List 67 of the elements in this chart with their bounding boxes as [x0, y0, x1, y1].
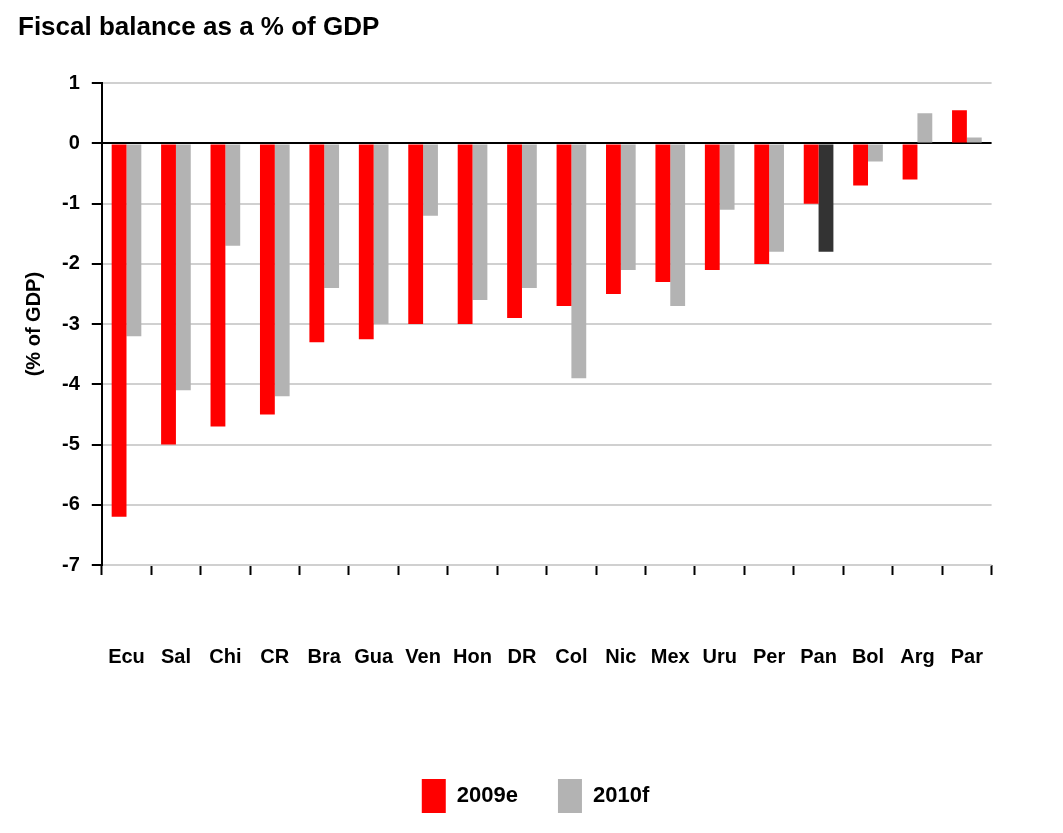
y-axis-title: (% of GDP) — [21, 271, 44, 377]
x-tick-label: DR — [507, 644, 537, 667]
x-tick-label: Arg — [900, 644, 935, 667]
y-tick-label: -7 — [61, 552, 80, 575]
bar — [126, 144, 142, 337]
bar — [373, 144, 389, 325]
bar — [358, 144, 374, 340]
x-tick-label: Chi — [209, 644, 242, 667]
y-tick-label: -1 — [61, 191, 80, 214]
y-tick-label: -3 — [61, 311, 80, 334]
x-tick-label: Sal — [160, 644, 191, 667]
legend-label: 2009e — [456, 782, 518, 808]
bar — [259, 144, 275, 415]
bar — [952, 110, 967, 143]
x-tick-label: Ven — [405, 644, 441, 667]
x-tick-label: Pan — [800, 644, 837, 667]
bar — [704, 144, 720, 270]
bar — [868, 144, 883, 162]
y-tick-label: -2 — [61, 251, 80, 274]
y-tick-label: -5 — [61, 432, 80, 455]
x-tick-label: Mex — [650, 644, 690, 667]
y-tick-label: -6 — [61, 492, 80, 515]
bar — [620, 144, 636, 270]
bar — [324, 144, 340, 288]
bar — [670, 144, 686, 307]
bar — [225, 144, 241, 246]
bar — [408, 144, 424, 325]
y-tick-label: 1 — [68, 70, 80, 93]
bar — [917, 113, 933, 143]
x-tick-label: Gua — [354, 644, 394, 667]
bar — [274, 144, 290, 397]
bar — [210, 144, 226, 427]
bar — [161, 144, 176, 445]
x-tick-label: CR — [260, 644, 290, 667]
y-tick-label: -4 — [61, 371, 81, 394]
bar — [556, 144, 572, 307]
bar — [818, 144, 834, 252]
x-tick-label: Bol — [851, 644, 885, 667]
x-tick-label: Hon — [453, 644, 492, 667]
bar — [902, 144, 918, 180]
x-tick-label: Ecu — [108, 644, 145, 667]
chart-title: Fiscal balance as a % of GDP — [18, 10, 380, 41]
bar — [175, 144, 191, 391]
x-tick-label: Nic — [605, 644, 637, 667]
bar — [853, 144, 869, 186]
bar — [803, 144, 819, 204]
bar — [769, 144, 784, 252]
y-tick-label: 0 — [68, 130, 80, 153]
x-tick-label: Uru — [702, 644, 737, 667]
bar — [472, 144, 488, 301]
bar — [457, 144, 473, 325]
bar — [309, 144, 325, 343]
x-tick-label: Bra — [307, 644, 342, 667]
x-tick-label: Col — [555, 644, 588, 667]
bar — [606, 144, 621, 294]
bar — [655, 144, 671, 282]
bar — [754, 144, 770, 264]
bar — [507, 144, 522, 319]
bar — [571, 144, 587, 379]
bar — [966, 137, 982, 143]
bar — [521, 144, 537, 288]
bar — [719, 144, 735, 210]
bar — [111, 144, 127, 517]
x-tick-label: Par — [950, 644, 984, 667]
bar — [423, 144, 438, 216]
x-tick-label: Per — [753, 644, 786, 667]
legend-label: 2010f — [592, 782, 650, 808]
